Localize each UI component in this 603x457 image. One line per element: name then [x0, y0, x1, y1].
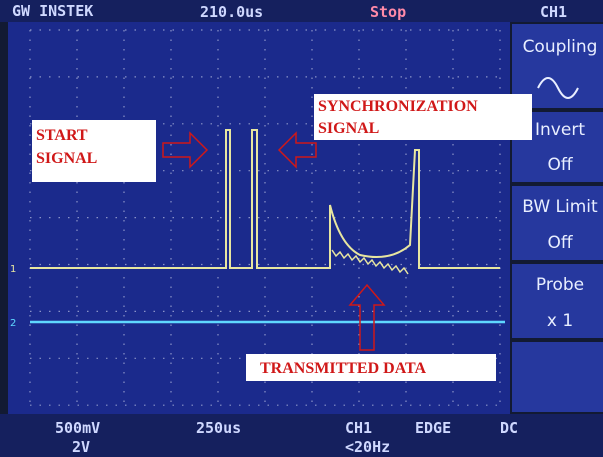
annotation: START: [36, 127, 88, 144]
oscilloscope: GW INSTEK 210.0us Stop CH1 Coupling Inve…: [0, 0, 603, 457]
trigger-coupling: DC: [500, 419, 518, 437]
ch1-marker: 1: [10, 264, 16, 275]
annotation: SIGNAL: [318, 120, 379, 137]
brand: GW INSTEK: [12, 2, 93, 20]
trigger-freq: <20Hz: [345, 438, 390, 456]
menu-item: x 1: [547, 311, 573, 331]
menu-box: [512, 342, 603, 412]
menu-item: BW Limit: [522, 197, 598, 217]
ch2-marker: 2: [10, 318, 16, 329]
time-scale: 250us: [196, 419, 241, 437]
annotation: SIGNAL: [36, 150, 97, 167]
menu-item: Probe: [536, 275, 584, 295]
annotation: TRANSMITTED DATA: [260, 360, 427, 377]
ch2-scale: 2V: [72, 438, 90, 456]
menu-item: Invert: [535, 120, 585, 140]
trigger-type: EDGE: [415, 419, 451, 437]
timebase-position: 210.0us: [200, 3, 263, 21]
side-menu: Coupling Invert Off BW Limit Off Probe x…: [512, 24, 603, 412]
menu-item: Off: [547, 155, 573, 175]
menu-item: Off: [547, 233, 573, 253]
ch1-scale: 500mV: [55, 419, 100, 437]
channel: CH1: [540, 3, 567, 21]
menu-item: Coupling: [523, 37, 598, 57]
run-state: Stop: [370, 3, 406, 21]
annotation: SYNCHRONIZATION: [318, 98, 478, 115]
trigger-source: CH1: [345, 419, 372, 437]
